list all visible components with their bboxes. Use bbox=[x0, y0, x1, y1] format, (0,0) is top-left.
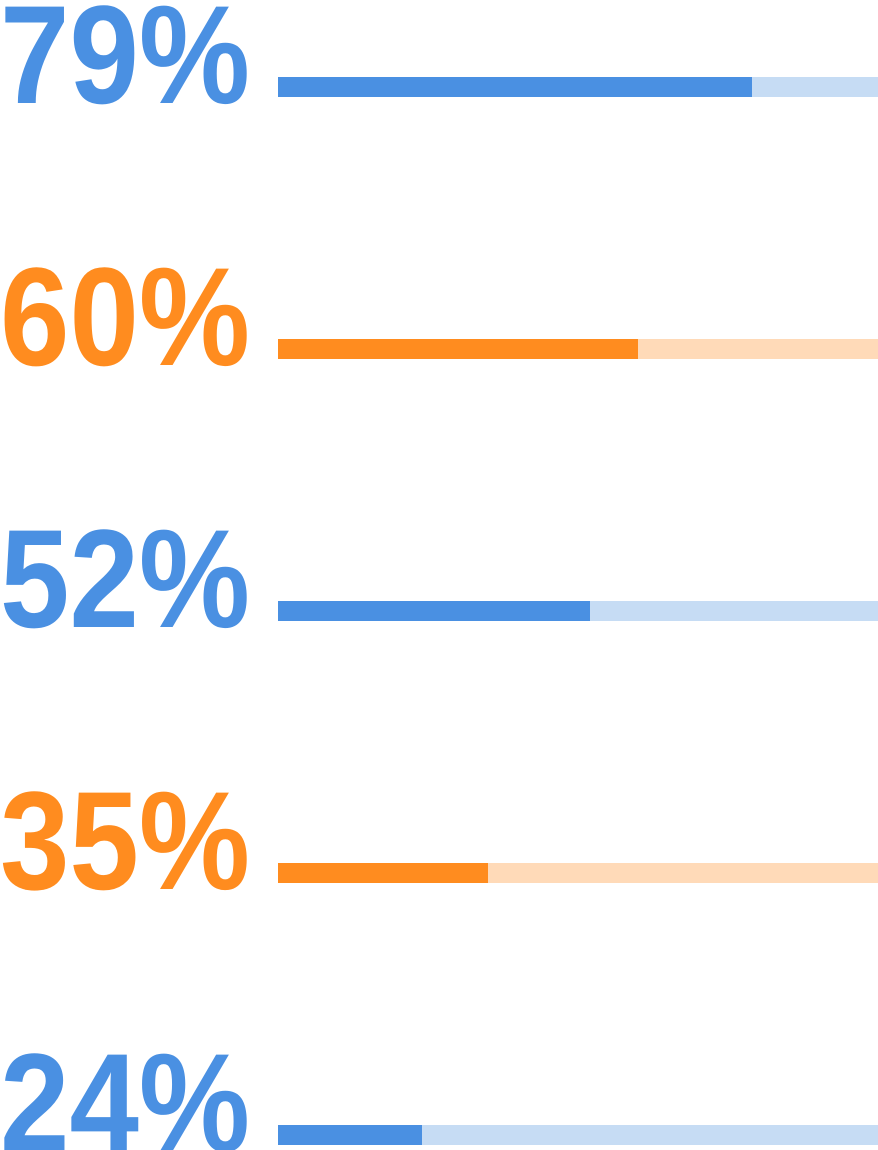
value-label: 52% bbox=[0, 500, 250, 657]
progress-bar bbox=[278, 601, 590, 621]
progress-track bbox=[278, 1125, 878, 1145]
value-label: 79% bbox=[0, 0, 250, 133]
value-label: 60% bbox=[0, 238, 250, 395]
value-label: 35% bbox=[0, 762, 250, 919]
value-label: 24% bbox=[0, 1024, 250, 1150]
progress-bar bbox=[278, 77, 752, 97]
progress-bar bbox=[278, 339, 638, 359]
progress-bar bbox=[278, 863, 488, 883]
progress-bar bbox=[278, 1125, 422, 1145]
